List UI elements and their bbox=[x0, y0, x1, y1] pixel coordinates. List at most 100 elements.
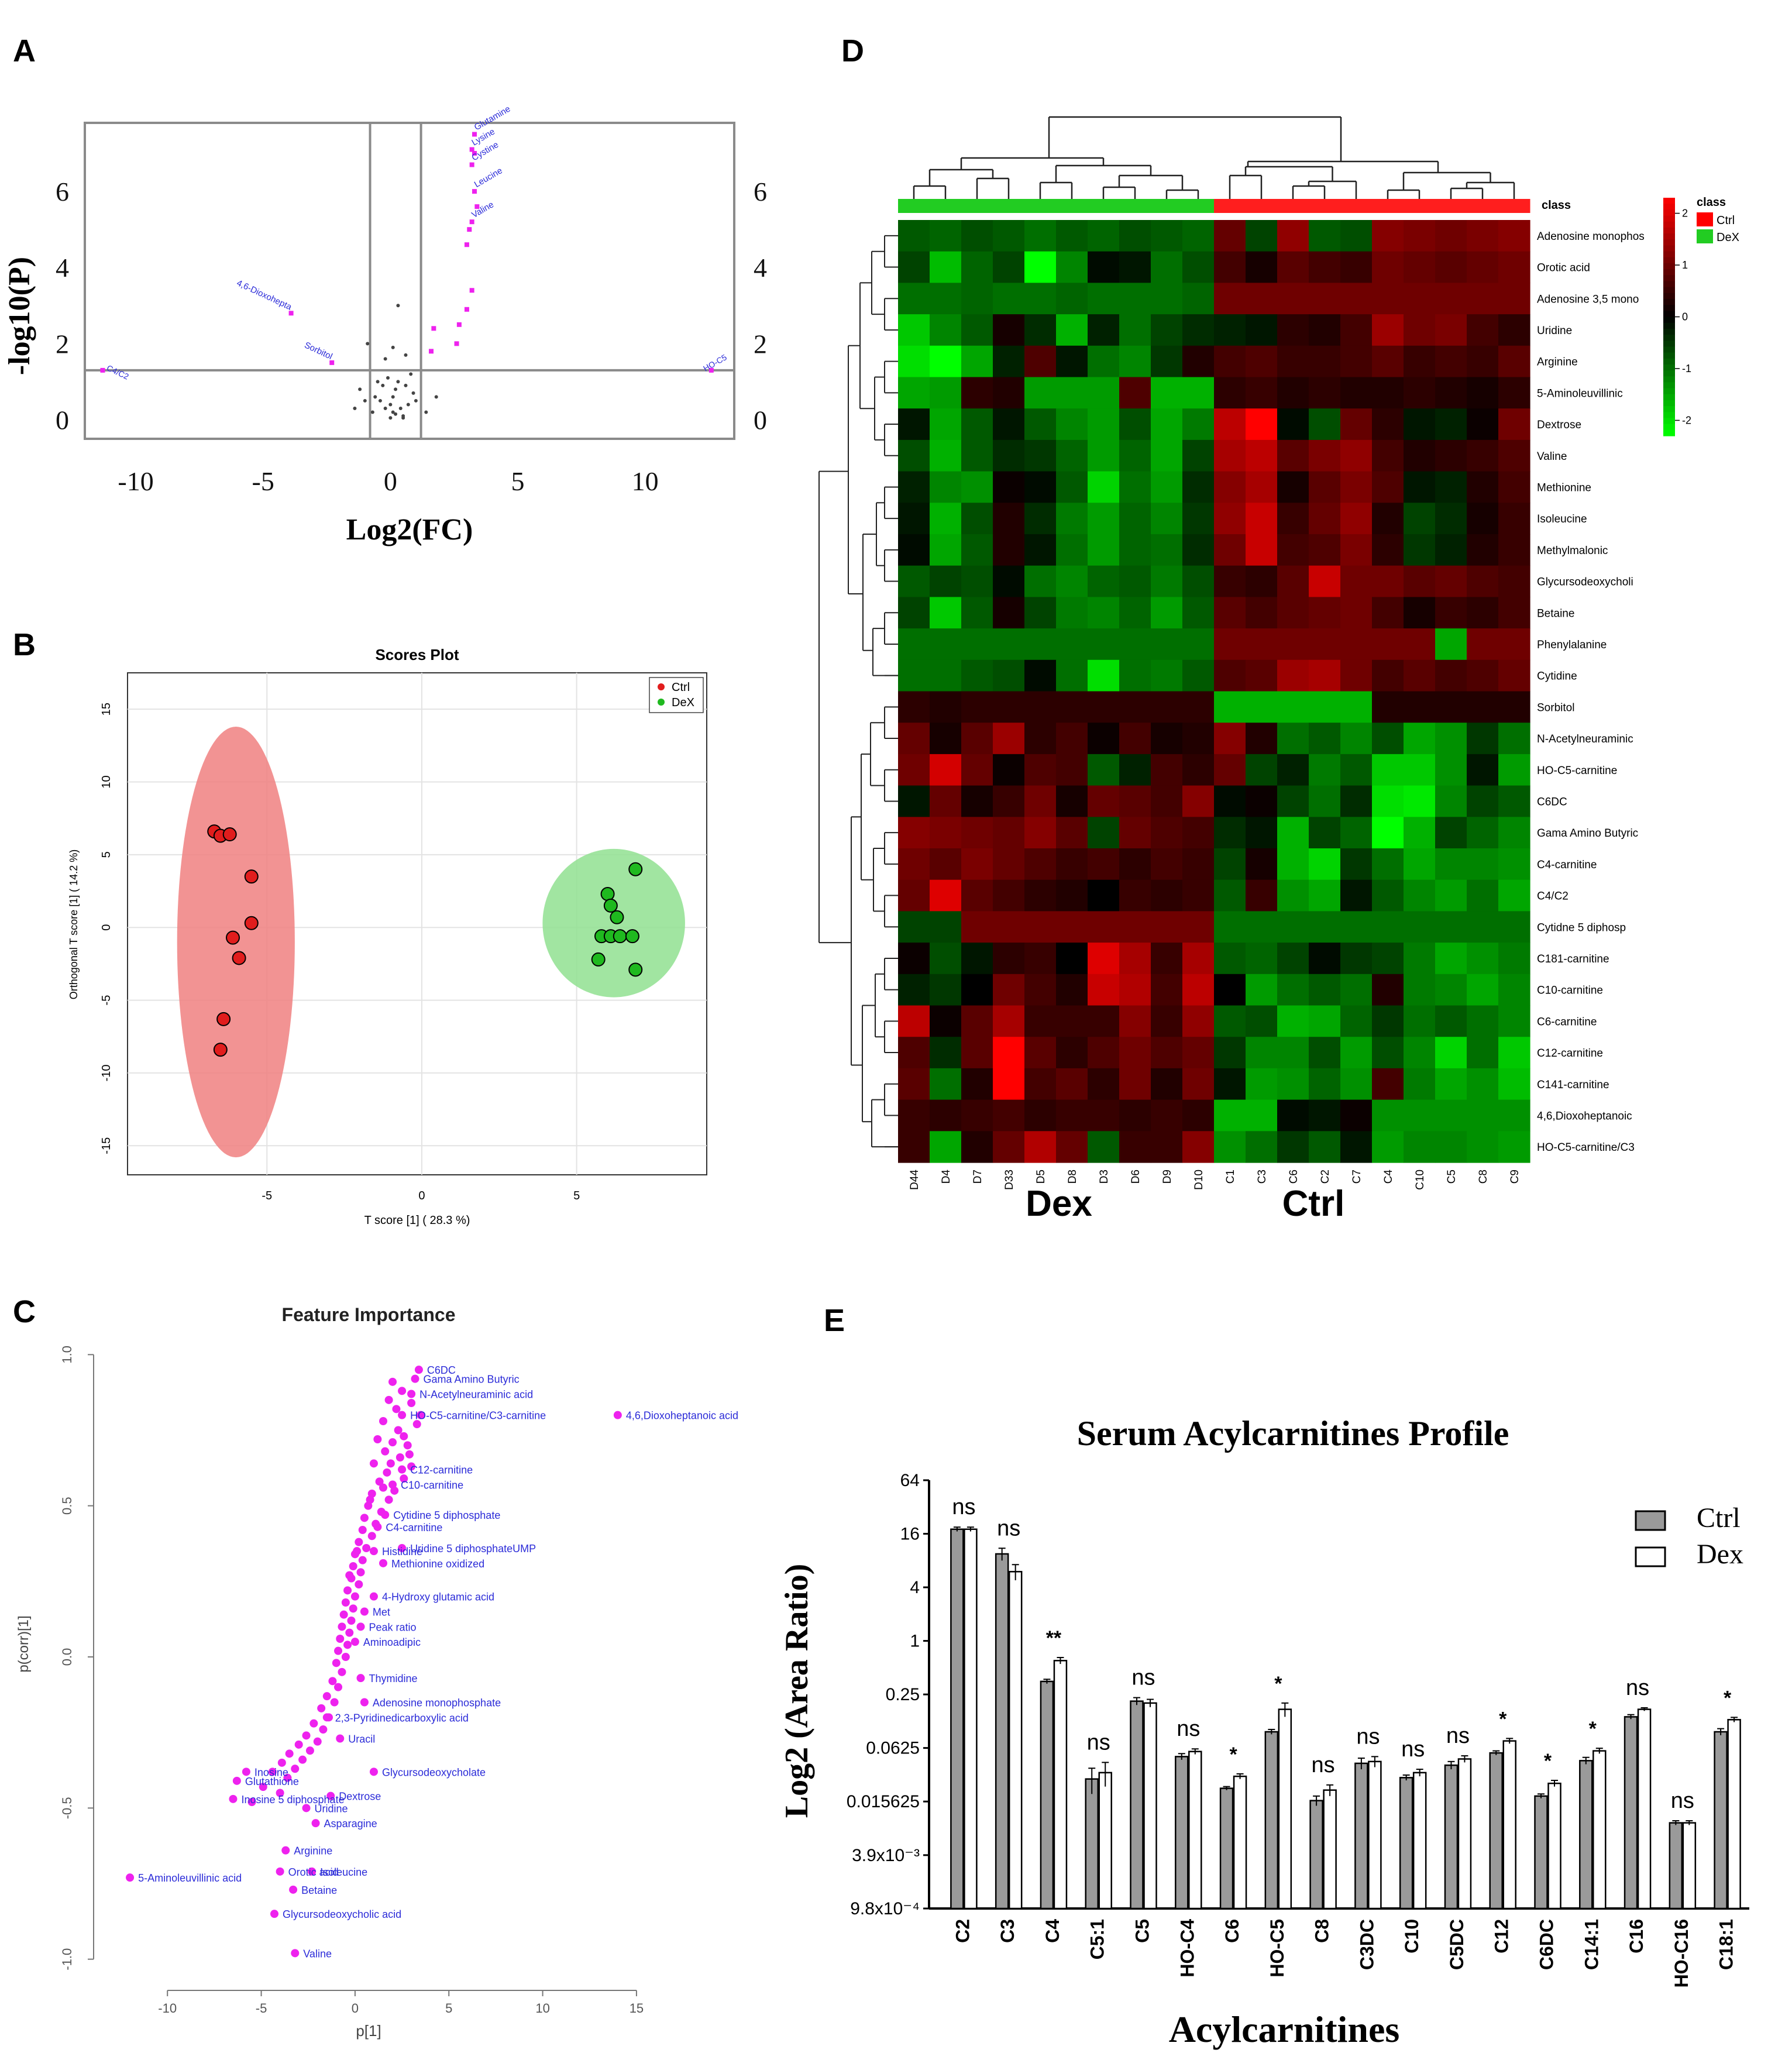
nonsignificant-point bbox=[378, 398, 382, 403]
color-scale-segment bbox=[1663, 204, 1675, 210]
heatmap-cell bbox=[1214, 785, 1246, 817]
feature-point bbox=[381, 1511, 390, 1519]
significant-point bbox=[100, 367, 105, 373]
heatmap-cell bbox=[1372, 691, 1404, 723]
y-tick-label: -5 bbox=[100, 995, 113, 1006]
heatmap-cell bbox=[1119, 1037, 1151, 1069]
feature-importance-plot: Feature Importance -1.0 -0.5 0.0 0.5 1.0 -10 -… bbox=[16, 1304, 738, 2040]
bar-dex bbox=[1682, 1822, 1697, 1910]
heatmap-cell bbox=[1151, 1131, 1183, 1163]
heatmap-cell bbox=[1246, 628, 1278, 661]
heatmap-cell bbox=[930, 691, 962, 723]
heatmap-cell bbox=[1088, 1068, 1120, 1101]
significant-point bbox=[456, 322, 462, 327]
heatmap-cell bbox=[1340, 471, 1373, 503]
heatmap-column-label: C5 bbox=[1446, 1170, 1458, 1184]
heatmap-cell bbox=[993, 723, 1025, 755]
heatmap-cell bbox=[1182, 1068, 1215, 1101]
class-legend-dex-swatch bbox=[1697, 229, 1713, 243]
heatmap-cell bbox=[1119, 534, 1151, 566]
nonsignificant-point bbox=[358, 387, 362, 391]
nonsignificant-point bbox=[386, 376, 390, 380]
heatmap-cell bbox=[1182, 1005, 1215, 1037]
bar-category-label: C18:1 bbox=[1716, 1919, 1737, 1970]
heatmap-cell bbox=[1467, 565, 1499, 597]
heatmap-cell bbox=[1404, 659, 1436, 692]
heatmap-cell bbox=[1119, 659, 1151, 692]
score-point-ctrl bbox=[226, 930, 240, 945]
heatmap-cell bbox=[1277, 439, 1309, 472]
feature-label: Histidine bbox=[382, 1546, 422, 1557]
heatmap-cell bbox=[1340, 220, 1373, 252]
heatmap-cell bbox=[1246, 1131, 1278, 1163]
feature-point bbox=[319, 1725, 328, 1734]
heatmap-cell bbox=[1404, 1037, 1436, 1069]
feature-point bbox=[345, 1628, 354, 1637]
heatmap-cell bbox=[1277, 220, 1309, 252]
heatmap-cell bbox=[1182, 314, 1215, 346]
heatmap-cell bbox=[1340, 345, 1373, 378]
heatmap-cell bbox=[1435, 534, 1467, 566]
heatmap-cell bbox=[1467, 1005, 1499, 1037]
heatmap-cell bbox=[1214, 314, 1246, 346]
color-scale-segment bbox=[1663, 352, 1675, 359]
feature-label: Glycursodeoxycholate bbox=[382, 1766, 486, 1778]
heatmap-cell bbox=[1246, 1037, 1278, 1069]
heatmap-cell bbox=[1309, 943, 1341, 975]
heatmap-cell bbox=[961, 503, 993, 535]
heatmap-cell bbox=[1498, 314, 1530, 346]
heatmap-cell bbox=[1404, 911, 1436, 943]
heatmap-cell bbox=[1088, 911, 1120, 943]
heatmap-cell bbox=[1182, 251, 1215, 283]
heatmap-column-label: C2 bbox=[1319, 1170, 1332, 1184]
heatmap-cell bbox=[1024, 345, 1057, 378]
heatmap-cell bbox=[1088, 879, 1120, 912]
heatmap-cell bbox=[993, 565, 1025, 597]
heatmap-cell bbox=[1119, 345, 1151, 378]
heatmap-cell bbox=[1340, 1005, 1373, 1037]
heatmap-cell bbox=[1024, 879, 1057, 912]
feature-label: Uridine bbox=[315, 1803, 348, 1814]
heatmap-cell bbox=[1277, 848, 1309, 881]
heatmap-cell bbox=[1467, 471, 1499, 503]
heatmap-cell bbox=[993, 628, 1025, 661]
heatmap-cell bbox=[1340, 723, 1373, 755]
heatmap-cell bbox=[1151, 723, 1183, 755]
heatmap-cell bbox=[961, 848, 993, 881]
heatmap-cell bbox=[1467, 283, 1499, 315]
heatmap-cell bbox=[961, 1037, 993, 1069]
significance-annotation: * bbox=[1499, 1708, 1507, 1730]
heatmap-cell bbox=[1246, 471, 1278, 503]
heatmap-cell bbox=[1277, 1131, 1309, 1163]
heatmap-cell bbox=[1498, 723, 1530, 755]
heatmap-cell bbox=[961, 1099, 993, 1132]
heatmap-cell bbox=[1182, 848, 1215, 881]
heatmap-cell bbox=[1309, 1099, 1341, 1132]
heatmap-cell bbox=[1214, 723, 1246, 755]
heatmap-cell bbox=[1119, 974, 1151, 1006]
heatmap-cell bbox=[1024, 974, 1057, 1006]
heatmap-cell bbox=[1340, 785, 1373, 817]
score-point-dex bbox=[613, 929, 627, 944]
heatmap-cell bbox=[961, 1068, 993, 1101]
heatmap-cell bbox=[1340, 534, 1373, 566]
heatmap-cell bbox=[1182, 943, 1215, 975]
feature-point bbox=[298, 1755, 307, 1764]
heatmap-cell bbox=[1151, 377, 1183, 409]
feature-point bbox=[369, 1592, 378, 1601]
heatmap-cell bbox=[1088, 471, 1120, 503]
heatmap-cell bbox=[898, 1005, 930, 1037]
nonsignificant-point bbox=[404, 383, 408, 387]
heatmap-cell bbox=[1088, 848, 1120, 881]
heatmap-cell bbox=[1246, 377, 1278, 409]
bar-ctrl bbox=[1489, 1752, 1503, 1910]
heatmap-cell bbox=[898, 597, 930, 629]
heatmap-cell bbox=[1119, 879, 1151, 912]
feature-label: Inosine 5 diphosphate bbox=[241, 1794, 344, 1806]
heatmap-cell bbox=[1498, 974, 1530, 1006]
heatmap-row-label: Dextrose bbox=[1537, 419, 1581, 431]
heatmap-cell bbox=[1056, 439, 1088, 472]
bar-ctrl bbox=[1130, 1700, 1144, 1910]
feature-point bbox=[343, 1586, 352, 1595]
heatmap-cell bbox=[961, 534, 993, 566]
